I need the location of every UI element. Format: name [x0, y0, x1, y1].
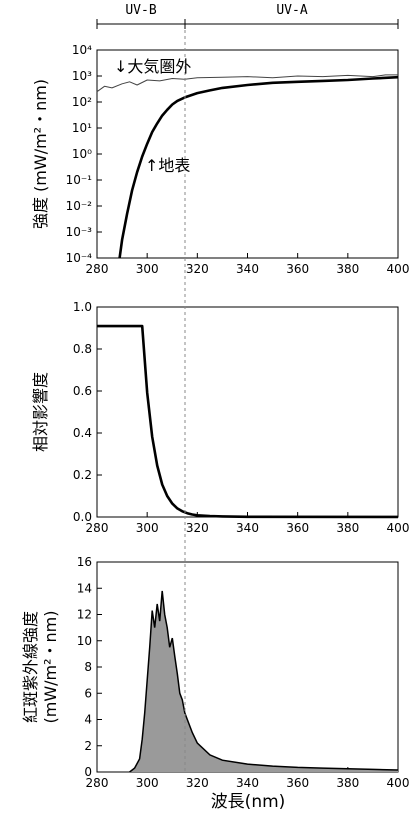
x-tick-label: 280	[86, 521, 109, 535]
y-tick-label: 10¹	[72, 121, 92, 135]
y-tick-label: 14	[77, 581, 92, 595]
y-tick-label: 8	[84, 660, 92, 674]
x-tick-label: 380	[336, 262, 359, 276]
chart-panel-relative-effect: 280 300 320 340 360 380 400 1.0 0.8 0.6 0.4 0.2 0.0 相…	[31, 300, 409, 535]
x-tick-label: 320	[186, 521, 209, 535]
series-line-ground	[118, 75, 399, 259]
y-tick-label: 10³	[72, 69, 92, 83]
y-tick-label: 12	[77, 608, 92, 622]
x-tick-label: 300	[136, 262, 159, 276]
y-tick-label: 1.0	[73, 300, 92, 314]
y-tick-label: 10²	[72, 95, 92, 109]
y-tick-label: 10⁻⁴	[66, 251, 93, 265]
y-tick-label: 16	[77, 555, 92, 569]
annotation-ground: ↑地表	[145, 156, 190, 175]
x-tick-label: 360	[286, 521, 309, 535]
x-tick-label: 280	[86, 776, 109, 790]
x-tick-label: 380	[336, 521, 359, 535]
y-axis-title: (mW/m²・nm)	[41, 610, 60, 723]
y-tick-label: 6	[84, 686, 92, 700]
uv-band-bar: UV-B UV-A	[96, 3, 399, 29]
band-label-uvb: UV-B	[125, 3, 156, 18]
x-tick-label: 360	[286, 262, 309, 276]
y-tick-label: 0.2	[73, 468, 92, 482]
y-tick-label: 10⁴	[72, 43, 92, 57]
x-tick-label: 340	[236, 262, 259, 276]
series-area-fill	[129, 590, 398, 772]
band-label-uva: UV-A	[276, 3, 307, 18]
chart-panel-intensity: 280 300 320 340 360 380 400 10⁴ 10³ 10² 10¹ 10⁰ 10⁻¹…	[31, 43, 409, 276]
x-tick-label: 380	[336, 776, 359, 790]
y-tick-label: 0.6	[73, 384, 92, 398]
x-axis-title: 波長(nm)	[211, 792, 286, 812]
y-tick-label: 10	[77, 634, 92, 648]
y-tick-label: 0.4	[73, 426, 92, 440]
x-tick-label: 340	[236, 776, 259, 790]
y-tick-label: 10⁻²	[66, 199, 93, 213]
x-tick-label: 320	[186, 776, 209, 790]
y-tick-label: 0.0	[73, 510, 92, 524]
y-tick-label: 10⁰	[72, 147, 92, 161]
x-tick-label: 300	[136, 776, 159, 790]
y-tick-label: 2	[84, 739, 92, 753]
chart-panel-erythemal: 280 300 320 340 360 380 400 16 14 12 10 8 6 4 2 0 紅斑紫外線強…	[21, 555, 409, 790]
y-tick-label: 0	[84, 765, 92, 779]
y-axis-title: 紅斑紫外線強度	[21, 611, 40, 723]
y-axis-title: 強度 (mW/m²・nm)	[31, 79, 50, 229]
y-tick-label: 0.8	[73, 342, 92, 356]
x-tick-label: 360	[286, 776, 309, 790]
annotation-outer-space: ↓大気圏外	[114, 57, 191, 76]
x-tick-label: 340	[236, 521, 259, 535]
x-tick-label: 400	[387, 521, 410, 535]
y-tick-label: 10⁻³	[66, 225, 93, 239]
x-tick-label: 400	[387, 776, 410, 790]
y-axis-title: 相対影響度	[31, 372, 50, 452]
y-tick-label: 4	[84, 713, 92, 727]
series-line	[97, 324, 399, 519]
y-tick-label: 10⁻¹	[66, 173, 93, 187]
x-tick-label: 300	[136, 521, 159, 535]
x-tick-label: 320	[186, 262, 209, 276]
series-line-outer-space	[96, 74, 398, 93]
x-tick-label: 280	[86, 262, 109, 276]
x-tick-label: 400	[387, 262, 410, 276]
series-line	[129, 590, 399, 773]
